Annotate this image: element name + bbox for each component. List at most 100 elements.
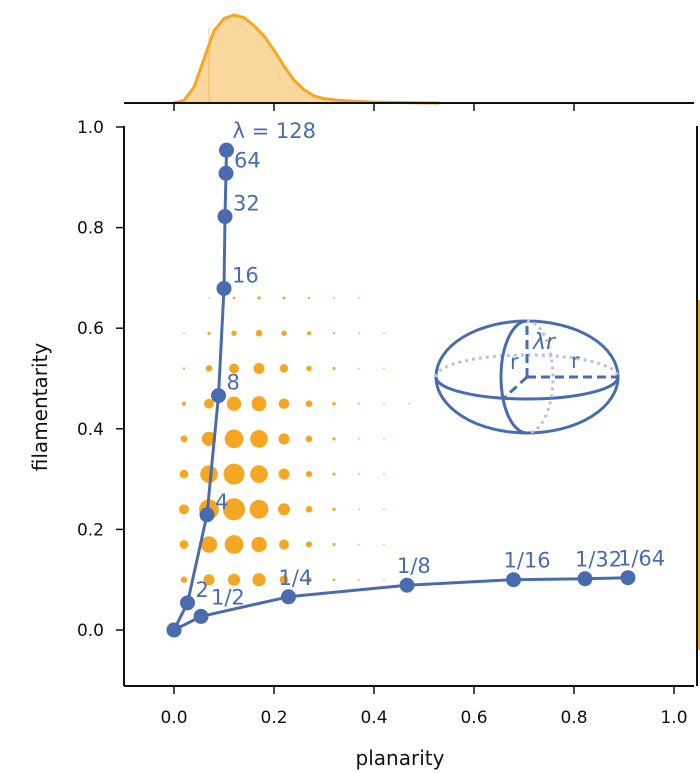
density-bubble bbox=[358, 438, 360, 440]
density-bubble bbox=[305, 505, 313, 513]
point-label: λ = 128 bbox=[233, 119, 316, 143]
y-tick-label: 0.2 bbox=[77, 520, 104, 540]
density-bubble bbox=[249, 499, 269, 519]
density-bubble bbox=[224, 535, 244, 554]
density-bubble bbox=[223, 498, 245, 521]
density-bubble bbox=[204, 398, 214, 409]
data-point-oblate bbox=[166, 622, 182, 638]
x-tick-label: 0.6 bbox=[460, 708, 487, 728]
density-bubble bbox=[383, 473, 385, 475]
axis-ticks: 0.0 0.2 0.4 0.6 0.8 1.0 0.0 0.2 0.4 0.6 0.8 1.0 bbox=[77, 118, 688, 728]
density-bubble bbox=[307, 331, 311, 336]
density-bubble bbox=[358, 578, 360, 581]
series-points bbox=[166, 142, 636, 638]
density-bubble bbox=[180, 576, 188, 583]
density-bubble bbox=[383, 402, 385, 405]
density-bubble bbox=[205, 365, 213, 372]
density-bubble bbox=[279, 364, 289, 373]
top-marginal-density bbox=[124, 13, 694, 111]
density-bubble bbox=[224, 429, 244, 449]
density-bubble bbox=[282, 296, 286, 300]
density-bubble bbox=[279, 539, 289, 550]
data-point-oblate bbox=[506, 572, 521, 588]
point-label: 1/16 bbox=[504, 549, 551, 573]
density-bubble bbox=[257, 296, 261, 300]
density-bubble bbox=[332, 472, 336, 476]
marginal-fill bbox=[174, 15, 439, 103]
density-bubble bbox=[250, 430, 268, 448]
data-point-oblate bbox=[399, 577, 415, 593]
density-bubble bbox=[358, 508, 360, 511]
density-bubble bbox=[358, 297, 360, 299]
point-label: 64 bbox=[234, 148, 261, 172]
data-point-prolate bbox=[217, 209, 233, 225]
density-bubble bbox=[253, 362, 265, 374]
y-tick-label: 0.6 bbox=[77, 319, 104, 339]
bubble-layer bbox=[179, 296, 410, 587]
inset-label-r-left: r bbox=[510, 350, 519, 374]
y-tick-label: 0.0 bbox=[77, 621, 104, 641]
density-bubble bbox=[251, 396, 267, 412]
density-bubble bbox=[358, 473, 360, 475]
density-bubble bbox=[179, 504, 189, 515]
x-tick-label: 0.2 bbox=[260, 708, 287, 728]
axis-r-depth bbox=[501, 375, 529, 401]
data-point-prolate bbox=[180, 595, 195, 611]
data-point-oblate bbox=[281, 589, 296, 605]
density-bubble bbox=[305, 400, 313, 407]
density-bubble bbox=[332, 542, 336, 547]
density-bubble bbox=[333, 297, 335, 299]
equator-back bbox=[434, 353, 620, 378]
density-bubble bbox=[183, 332, 185, 335]
density-bubble bbox=[306, 365, 312, 372]
density-bubble bbox=[332, 401, 336, 406]
point-labels: 2 4 8 16 32 64 λ = 128 1/2 1/4 1/8 1/16 1/321/64 bbox=[196, 119, 666, 609]
density-bubble bbox=[182, 401, 186, 406]
meridian-front bbox=[499, 319, 528, 435]
data-point-prolate bbox=[218, 165, 234, 181]
density-bubble bbox=[332, 366, 336, 370]
density-bubble bbox=[383, 367, 385, 370]
density-bubble bbox=[383, 508, 385, 511]
density-bubble bbox=[332, 507, 336, 511]
density-bubble bbox=[305, 435, 313, 443]
density-bubble bbox=[208, 297, 210, 299]
plot-frame bbox=[123, 126, 694, 687]
density-bubble bbox=[305, 541, 313, 548]
density-bubble bbox=[383, 543, 385, 546]
density-bubble bbox=[180, 435, 188, 443]
point-label: 1/2 bbox=[211, 585, 245, 609]
density-bubble bbox=[179, 540, 189, 549]
density-bubble bbox=[408, 402, 410, 405]
density-bubble bbox=[358, 543, 360, 546]
inset-label-lambda-r: λr bbox=[532, 330, 557, 355]
point-label: 2 bbox=[196, 578, 209, 602]
x-tick-label: 0.8 bbox=[560, 708, 587, 728]
ellipsoid-inset: λrr r bbox=[434, 319, 620, 435]
data-point-oblate bbox=[577, 571, 593, 587]
y-tick-label: 0.8 bbox=[77, 219, 104, 239]
data-point-oblate bbox=[620, 570, 636, 586]
density-bubble bbox=[200, 536, 218, 553]
density-bubble bbox=[383, 438, 385, 440]
point-label: 32 bbox=[233, 192, 260, 216]
density-bubble bbox=[227, 573, 241, 586]
density-bubble bbox=[281, 330, 287, 336]
density-bubble bbox=[231, 330, 237, 336]
density-bubble bbox=[383, 332, 385, 335]
density-bubble bbox=[278, 398, 290, 409]
density-bubble bbox=[307, 296, 311, 300]
inset-label-r-right: r bbox=[571, 349, 580, 373]
density-bubble bbox=[305, 470, 313, 478]
data-point-prolate bbox=[199, 507, 215, 523]
density-bubble bbox=[358, 402, 360, 405]
density-bubble bbox=[179, 469, 189, 479]
density-bubble bbox=[306, 576, 312, 583]
density-bubble bbox=[229, 363, 239, 374]
x-tick-label: 0.0 bbox=[160, 708, 187, 728]
point-label: 1/8 bbox=[397, 554, 431, 578]
density-bubble bbox=[252, 573, 266, 587]
data-point-prolate bbox=[211, 388, 226, 404]
density-bubble bbox=[250, 465, 268, 483]
